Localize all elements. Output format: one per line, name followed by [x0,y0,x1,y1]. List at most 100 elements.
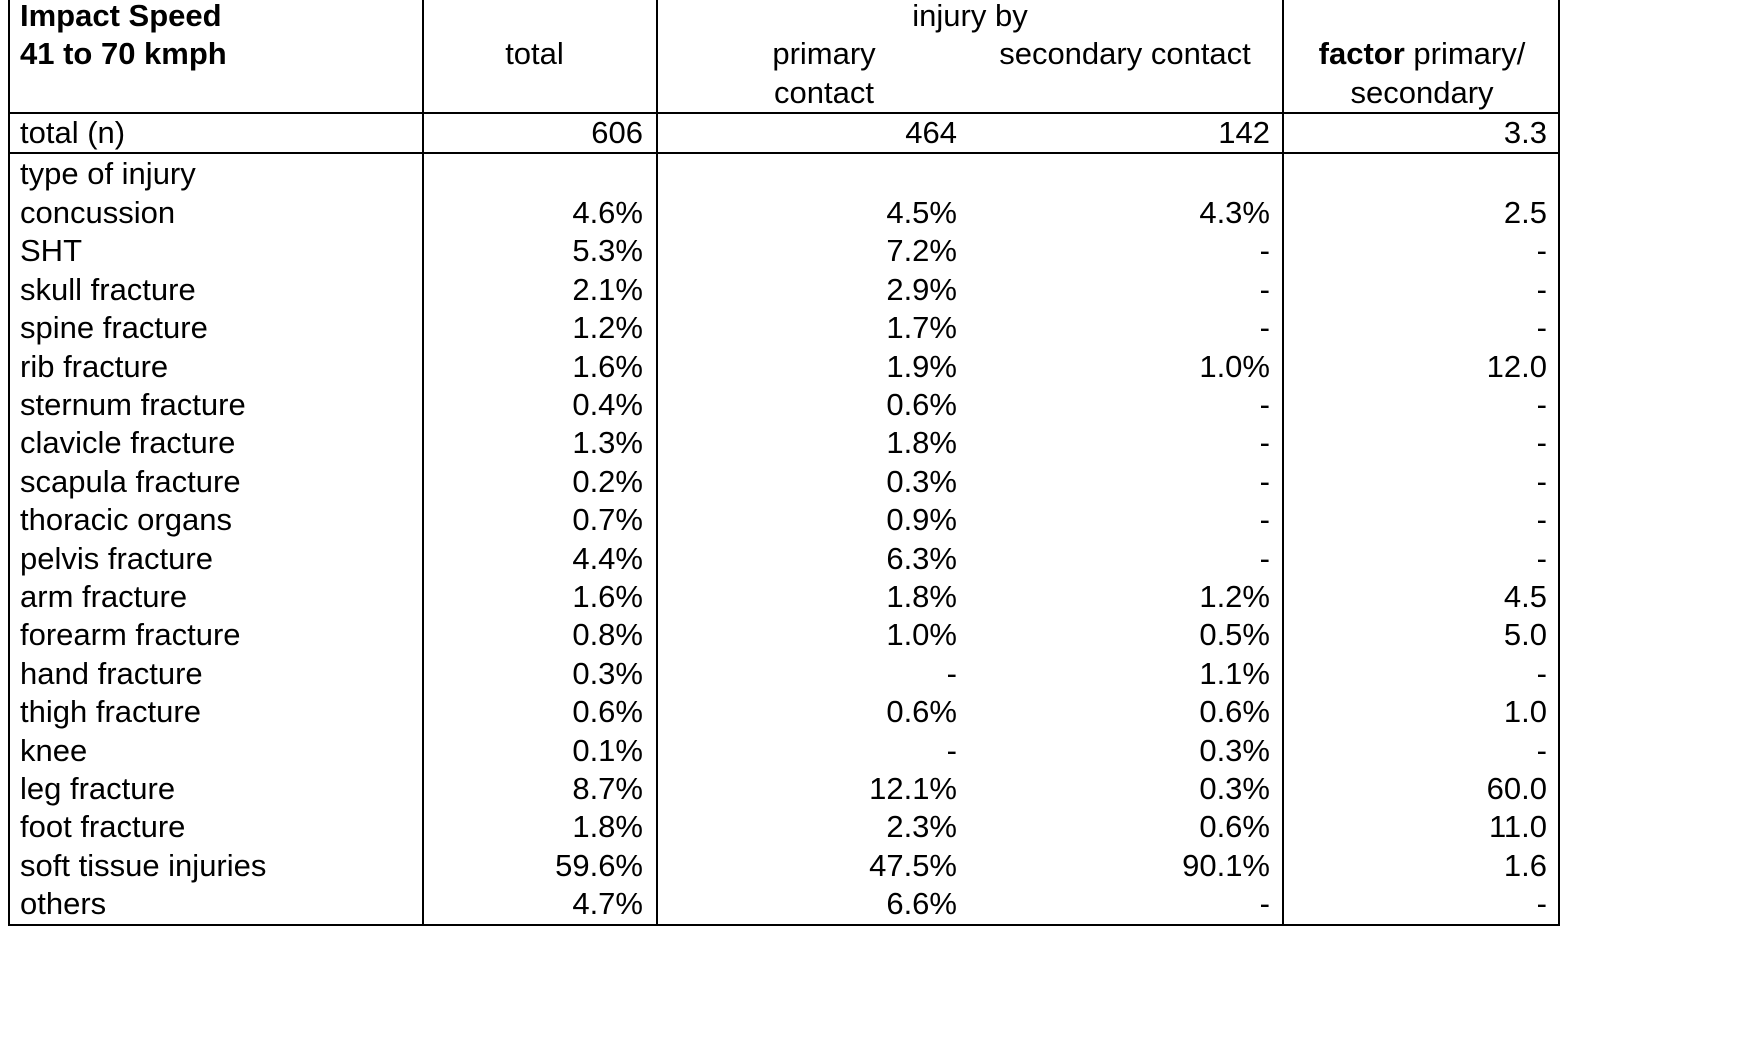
header-secondary: secondary contact [999,36,1251,71]
row-label: foot fracture [20,809,186,844]
row-total: 0.2% [572,464,643,499]
row-secondary: 0.6% [1199,694,1270,729]
row-primary: 47.5% [869,848,957,883]
row-total: 4.4% [572,541,643,576]
totals-factor: 3.3 [1503,115,1547,150]
row-total: 4.6% [572,195,643,230]
row-secondary: - [1259,387,1270,422]
row-factor: - [1536,464,1547,499]
header-divider [8,112,1560,114]
row-total: 0.6% [572,694,643,729]
row-factor: - [1536,233,1547,268]
row-total: 5.3% [572,233,643,268]
row-label: pelvis fracture [20,541,213,576]
row-factor: 4.5 [1503,579,1547,614]
column-divider [1282,0,1284,926]
row-factor: - [1536,656,1547,691]
row-label: scapula fracture [20,464,241,499]
header-injury-by: injury by [912,0,1028,33]
row-label: knee [20,733,88,768]
row-total: 59.6% [555,848,643,883]
row-secondary: 90.1% [1182,848,1270,883]
row-factor: - [1536,425,1547,460]
row-primary: 7.2% [886,233,957,268]
row-total: 0.7% [572,502,643,537]
row-primary: 1.8% [886,425,957,460]
row-primary: 1.8% [886,579,957,614]
row-factor: 2.5 [1503,195,1547,230]
row-total: 1.6% [572,349,643,384]
row-secondary: - [1259,272,1270,307]
row-total: 0.1% [572,733,643,768]
row-primary: - [946,656,957,691]
row-secondary: - [1259,502,1270,537]
row-secondary: 1.1% [1199,656,1270,691]
row-secondary: - [1259,464,1270,499]
row-label: rib fracture [20,349,169,384]
row-total: 0.8% [572,617,643,652]
row-factor: - [1536,272,1547,307]
row-primary: 2.9% [886,272,957,307]
row-secondary: - [1259,310,1270,345]
row-factor: 5.0 [1503,617,1547,652]
row-primary: 0.6% [886,694,957,729]
row-label: thigh fracture [20,694,201,729]
header-factor-rest: primary/ [1404,36,1526,71]
row-total: 1.2% [572,310,643,345]
table-border-right [1558,0,1560,926]
row-secondary: 0.5% [1199,617,1270,652]
row-label: thoracic organs [20,502,232,537]
row-factor: 11.0 [1488,809,1547,844]
row-total: 8.7% [572,771,643,806]
totals-primary: 464 [905,115,957,150]
row-primary: 4.5% [886,195,957,230]
row-factor: - [1536,733,1547,768]
row-factor: 12.0 [1486,349,1547,384]
row-secondary: 1.0% [1199,349,1270,384]
totals-total: 606 [591,115,643,150]
header-total: total [505,36,564,71]
row-primary: 1.9% [886,349,957,384]
row-label: hand fracture [20,656,203,691]
row-primary: 0.9% [886,502,957,537]
row-primary: - [946,733,957,768]
header-title-line2: 41 to 70 kmph [20,36,227,71]
row-primary: 0.3% [886,464,957,499]
row-primary: 1.7% [886,310,957,345]
row-factor: - [1536,387,1547,422]
row-secondary: 4.3% [1199,195,1270,230]
row-label: SHT [20,233,82,268]
row-factor: - [1536,541,1547,576]
row-label: others [20,886,107,921]
row-factor: - [1536,886,1547,921]
header-factor-bold: factor [1318,36,1405,71]
row-label: forearm fracture [20,617,241,652]
row-primary: 12.1% [869,771,957,806]
row-total: 1.8% [572,809,643,844]
row-factor: - [1536,310,1547,345]
table-border-left [8,0,10,926]
totals-secondary: 142 [1218,115,1270,150]
row-secondary: - [1259,541,1270,576]
row-primary: 0.6% [886,387,957,422]
header-title-line1: Impact Speed [20,0,222,33]
column-divider [422,0,424,926]
section-label: type of injury [20,156,196,191]
row-secondary: 0.3% [1199,733,1270,768]
row-factor: 60.0 [1486,771,1547,806]
row-primary: 6.3% [886,541,957,576]
table-border-bottom [8,924,1560,926]
row-total: 4.7% [572,886,643,921]
row-label: leg fracture [20,771,176,806]
row-secondary: - [1259,233,1270,268]
row-label: sternum fracture [20,387,246,422]
row-label: arm fracture [20,579,188,614]
row-total: 1.6% [572,579,643,614]
injury-table: Impact Speed 41 to 70 kmph total injury … [8,0,1560,926]
row-total: 1.3% [572,425,643,460]
row-label: skull fracture [20,272,196,307]
row-primary: 1.0% [886,617,957,652]
row-secondary: - [1259,425,1270,460]
row-primary: 2.3% [886,809,957,844]
header-factor-line1: factor primary/ [1286,35,1558,73]
